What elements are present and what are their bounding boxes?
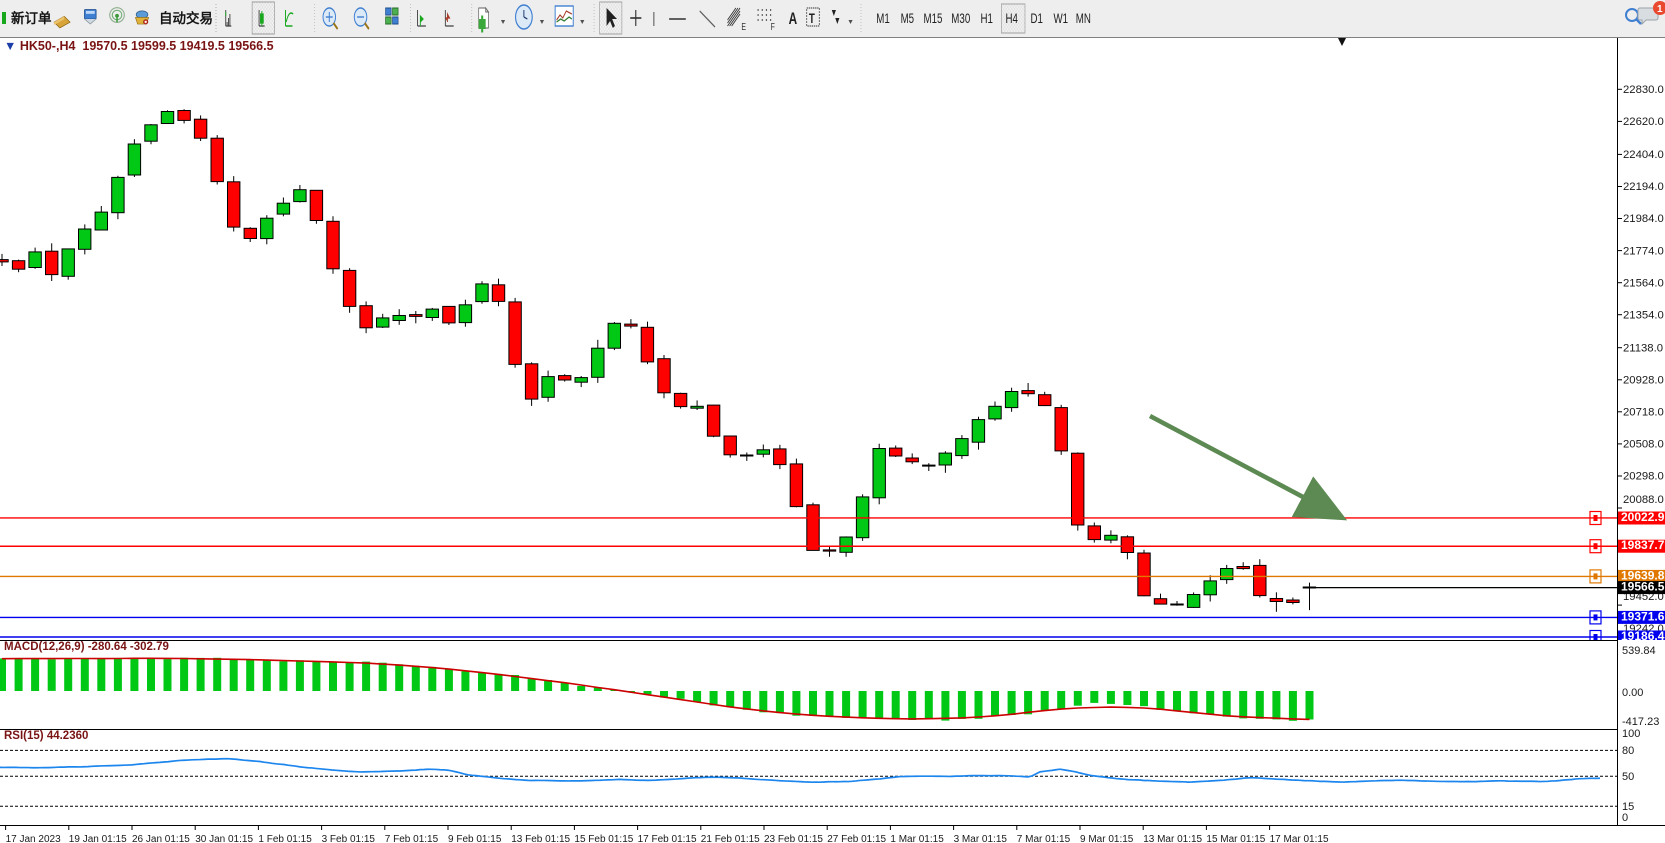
- svg-text:D1: D1: [1031, 10, 1044, 26]
- svg-text:19 Jan 01:15: 19 Jan 01:15: [69, 834, 127, 843]
- svg-text:26 Jan 01:15: 26 Jan 01:15: [132, 834, 190, 843]
- svg-text:M5: M5: [901, 10, 915, 26]
- svg-text:17 Feb 01:15: 17 Feb 01:15: [638, 834, 697, 843]
- svg-text:100: 100: [1622, 729, 1640, 740]
- svg-text:13 Mar 01:15: 13 Mar 01:15: [1143, 834, 1202, 843]
- svg-text:21 Feb 01:15: 21 Feb 01:15: [701, 834, 760, 843]
- svg-text:0: 0: [1622, 812, 1628, 824]
- svg-text:3 Feb 01:15: 3 Feb 01:15: [322, 834, 376, 843]
- svg-text:H1: H1: [981, 10, 994, 26]
- svg-text:539.84: 539.84: [1622, 645, 1656, 657]
- svg-text:-417.23: -417.23: [1622, 716, 1659, 728]
- svg-text:30 Jan 01:15: 30 Jan 01:15: [195, 834, 253, 843]
- svg-text:7 Feb 01:15: 7 Feb 01:15: [385, 834, 439, 843]
- svg-text:自动交易: 自动交易: [159, 10, 213, 26]
- svg-text:1 Feb 01:15: 1 Feb 01:15: [258, 834, 312, 843]
- svg-text:MN: MN: [1076, 10, 1091, 26]
- svg-text:M30: M30: [951, 10, 970, 26]
- svg-text:9 Mar 01:15: 9 Mar 01:15: [1080, 834, 1134, 843]
- svg-text:15 Feb 01:15: 15 Feb 01:15: [574, 834, 633, 843]
- svg-text:M1: M1: [876, 10, 890, 26]
- svg-text:T: T: [809, 10, 815, 26]
- svg-text:H4: H4: [1006, 10, 1019, 26]
- svg-text:F: F: [771, 21, 775, 33]
- svg-text:E: E: [741, 21, 746, 33]
- svg-text:M15: M15: [924, 10, 943, 26]
- svg-text:15 Mar 01:15: 15 Mar 01:15: [1206, 834, 1265, 843]
- svg-text:17 Jan 2023: 17 Jan 2023: [6, 834, 61, 843]
- svg-text:50: 50: [1622, 771, 1634, 783]
- svg-text:23 Feb 01:15: 23 Feb 01:15: [764, 834, 823, 843]
- svg-text:9 Feb 01:15: 9 Feb 01:15: [448, 834, 502, 843]
- svg-text:7 Mar 01:15: 7 Mar 01:15: [1017, 834, 1071, 843]
- svg-text:3 Mar 01:15: 3 Mar 01:15: [954, 834, 1008, 843]
- svg-text:17 Mar 01:15: 17 Mar 01:15: [1270, 834, 1329, 843]
- svg-text:A: A: [789, 10, 798, 29]
- svg-text:1: 1: [1657, 4, 1663, 15]
- svg-text:新订单: 新订单: [11, 10, 52, 26]
- svg-text:0.00: 0.00: [1622, 687, 1643, 699]
- svg-text:80: 80: [1622, 745, 1634, 757]
- svg-text:W1: W1: [1053, 10, 1068, 26]
- svg-text:27 Feb 01:15: 27 Feb 01:15: [827, 834, 886, 843]
- svg-text:13 Feb 01:15: 13 Feb 01:15: [511, 834, 570, 843]
- svg-text:1 Mar 01:15: 1 Mar 01:15: [890, 834, 944, 843]
